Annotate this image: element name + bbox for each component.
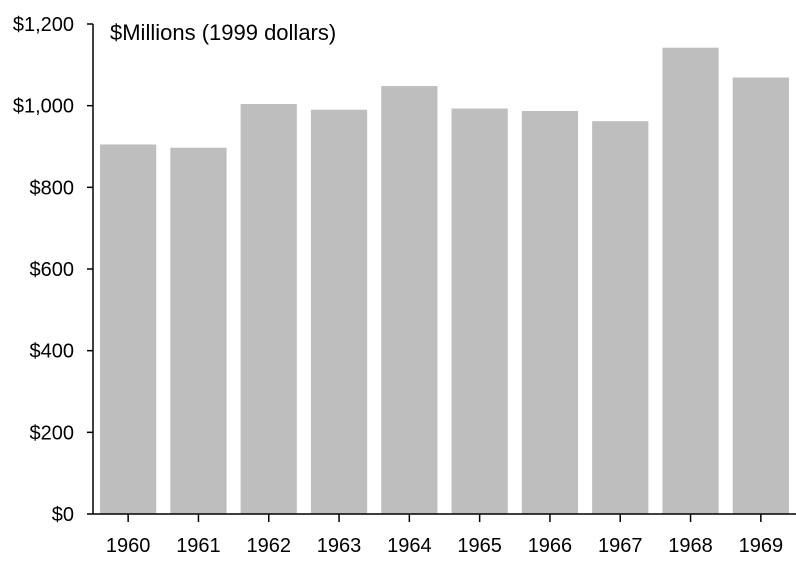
y-tick-label: $400 [30,341,75,363]
y-tick-label: $600 [30,259,75,281]
bar-1964 [381,86,438,515]
y-tick-label: $1,200 [13,14,74,36]
y-axis-ticks: $0 $200 $400 $600 $800 $1,000 $1,200 [13,14,93,526]
x-tick-label-1966: 1966 [528,535,573,557]
x-tick-label-1962: 1962 [247,535,292,557]
y-tick-label: $200 [30,422,75,444]
bar-1961 [170,147,227,514]
x-tick-label-1964: 1964 [387,535,432,557]
bar-1963 [310,109,368,514]
x-tick-label-1969: 1969 [739,535,784,557]
x-tick-label-1961: 1961 [176,535,221,557]
bar-1960 [100,144,157,515]
y-tick-label: $1,000 [13,96,74,118]
bars [100,47,789,515]
bar-1969 [732,77,789,514]
bar-1967 [592,121,649,514]
unit-label: $Millions (1999 dollars) [110,20,336,45]
y-tick-label: $0 [52,504,74,526]
bar-1968 [662,47,719,514]
x-tick-label-1967: 1967 [598,535,643,557]
x-tick-label-1960: 1960 [106,535,151,557]
bar-1966 [521,110,579,514]
y-tick-label: $800 [30,177,75,199]
x-tick-label-1965: 1965 [457,535,502,557]
bar-1962 [240,104,297,515]
x-axis-ticks: 1960 1961 1962 1963 1964 1965 1966 1967 1968 1969 [106,514,783,557]
bar-1965 [451,108,508,515]
x-tick-label-1963: 1963 [317,535,362,557]
x-tick-label-1968: 1968 [668,535,713,557]
